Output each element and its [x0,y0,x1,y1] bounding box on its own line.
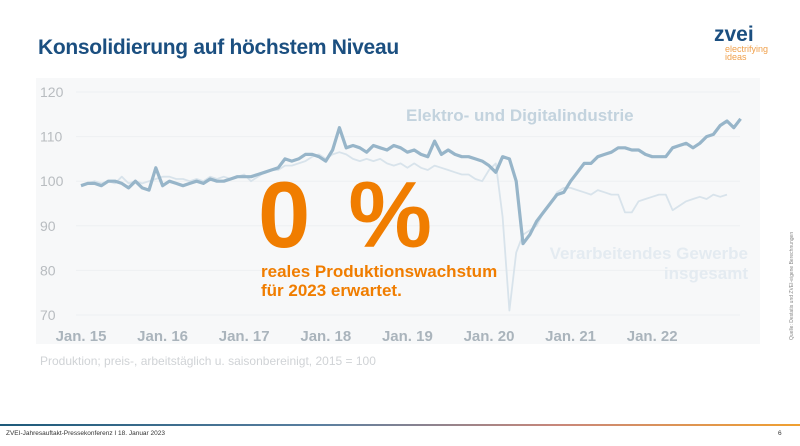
x-tick-label: Jan. 17 [219,328,270,345]
footer-divider [0,424,800,426]
logo-tagline-1: electrifying [725,44,769,54]
highlight-line-1: reales Produktionswachstum [261,262,498,281]
series-line-verarbeitendes [80,151,728,312]
x-tick-label: Jan. 19 [382,328,433,345]
highlight-line-2: für 2023 erwartet. [261,281,402,300]
logo-tagline-2: ideas [725,52,747,62]
legend-label-verarbeitendes-2: insgesamt [664,264,748,283]
chart-background [36,78,760,344]
y-tick-label: 100 [40,173,64,189]
x-tick-label: Jan. 18 [300,328,351,345]
highlight-value: 0 % [258,162,438,267]
legend-label-verarbeitendes-1: Verarbeitendes Gewerbe [550,244,748,263]
logo-name: zvei [714,23,754,46]
y-tick-label: 120 [40,84,64,100]
x-tick-label: Jan. 21 [545,328,596,345]
y-tick-label: 110 [40,129,63,145]
zvei-logo: zvei electrifying ideas [714,23,769,62]
chart-note: Produktion; preis-, arbeitstäglich u. sa… [40,354,376,368]
page-number: 6 [778,430,782,437]
x-tick-label: Jan. 20 [464,328,515,345]
y-tick-label: 80 [40,262,56,278]
series-line-elektro [80,117,742,246]
x-tick-label: Jan. 22 [627,328,678,345]
y-tick-label: 70 [40,307,56,323]
highlight-caption: reales Produktionswachstum für 2023 erwa… [261,262,497,300]
slide-title: Konsolidierung auf höchstem Niveau [38,36,399,59]
x-tick-label: Jan. 15 [56,328,107,345]
source-note: Quelle: Destatis und ZVEI-eigene Berechn… [789,231,795,340]
footer-text: ZVEI-Jahresauftakt-Pressekonferenz I 18.… [6,430,165,437]
legend-label-elektro: Elektro- und Digitalindustrie [406,106,634,125]
y-tick-label: 90 [40,218,56,234]
x-tick-label: Jan. 16 [137,328,188,345]
